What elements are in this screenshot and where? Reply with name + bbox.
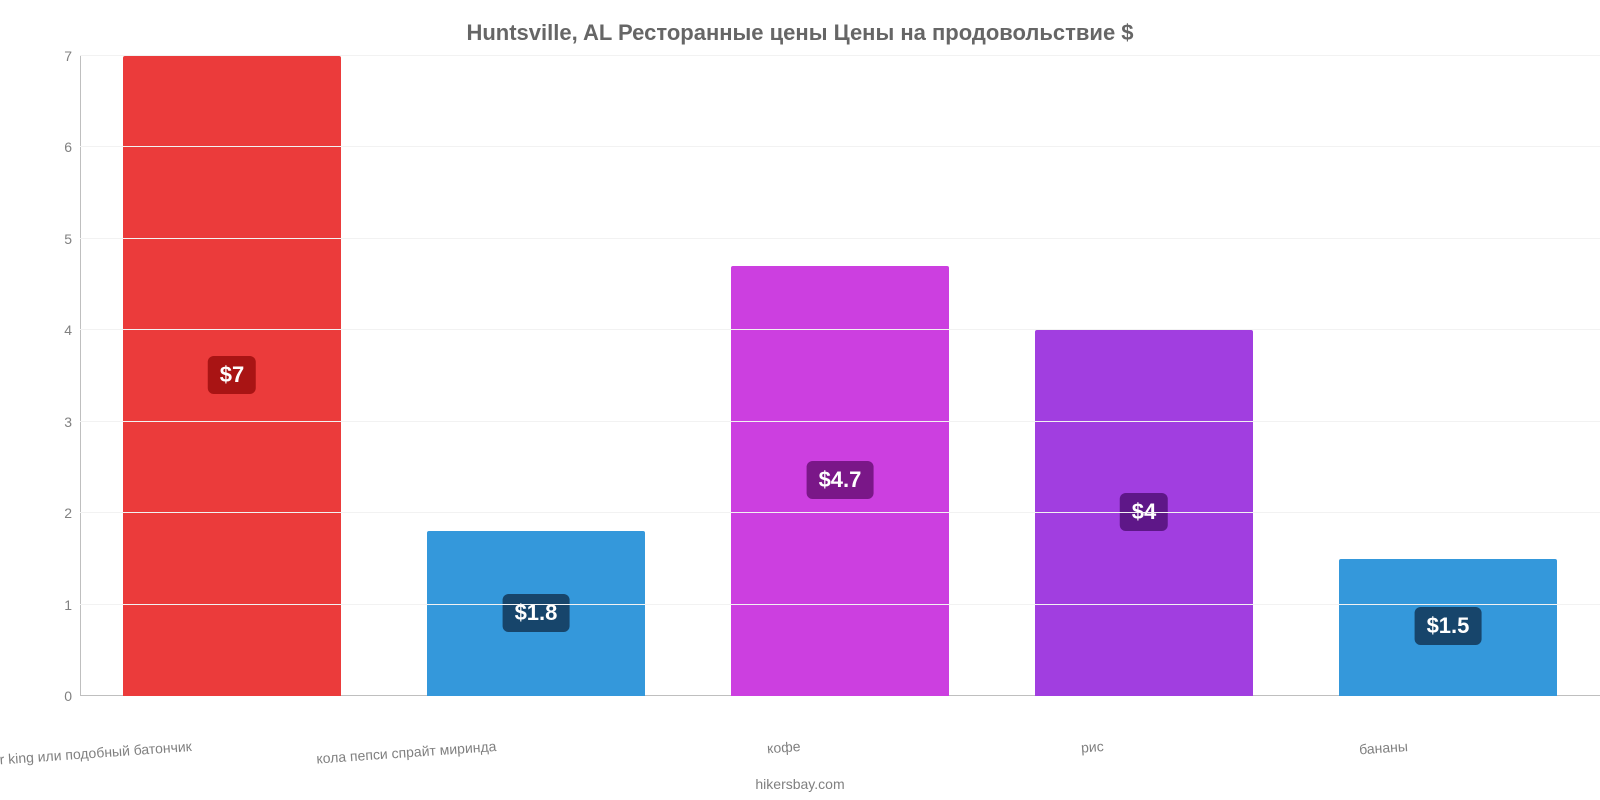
bar: $1.5 — [1339, 559, 1558, 696]
gridline — [80, 421, 1600, 422]
x-axis-label: кофе — [766, 738, 800, 756]
bar-value-label: $4.7 — [807, 461, 874, 499]
gridline — [80, 55, 1600, 56]
x-axis-label: бананы — [1359, 738, 1409, 757]
x-axis-label: рис — [1081, 738, 1105, 756]
gridline — [80, 329, 1600, 330]
y-tick-label: 2 — [64, 505, 80, 521]
gridline — [80, 238, 1600, 239]
attribution-text: hikersbay.com — [0, 776, 1600, 792]
y-tick-label: 7 — [64, 48, 80, 64]
x-axis-labels: mac burger king или подобный батончиккол… — [40, 738, 1560, 768]
y-tick-label: 0 — [64, 688, 80, 704]
bar: $4.7 — [731, 266, 950, 696]
bar-value-label: $1.8 — [503, 594, 570, 632]
bar-value-label: $7 — [208, 356, 256, 394]
gridline — [80, 604, 1600, 605]
bar-value-label: $1.5 — [1415, 607, 1482, 645]
plot-area: $7$1.8$4.7$4$1.5 01234567 — [80, 56, 1600, 696]
y-tick-label: 1 — [64, 597, 80, 613]
y-tick-label: 5 — [64, 231, 80, 247]
x-axis-label: кола пепси спрайт миринда — [316, 738, 497, 767]
bar: $7 — [123, 56, 342, 696]
gridline — [80, 512, 1600, 513]
gridline — [80, 146, 1600, 147]
y-tick-label: 3 — [64, 414, 80, 430]
chart-container: Huntsville, AL Ресторанные цены Цены на … — [0, 0, 1600, 800]
bars-layer: $7$1.8$4.7$4$1.5 — [80, 56, 1600, 696]
y-tick-label: 4 — [64, 322, 80, 338]
y-tick-label: 6 — [64, 139, 80, 155]
x-axis-label: mac burger king или подобный батончик — [0, 738, 193, 772]
chart-title: Huntsville, AL Ресторанные цены Цены на … — [40, 20, 1560, 46]
bar: $1.8 — [427, 531, 646, 696]
